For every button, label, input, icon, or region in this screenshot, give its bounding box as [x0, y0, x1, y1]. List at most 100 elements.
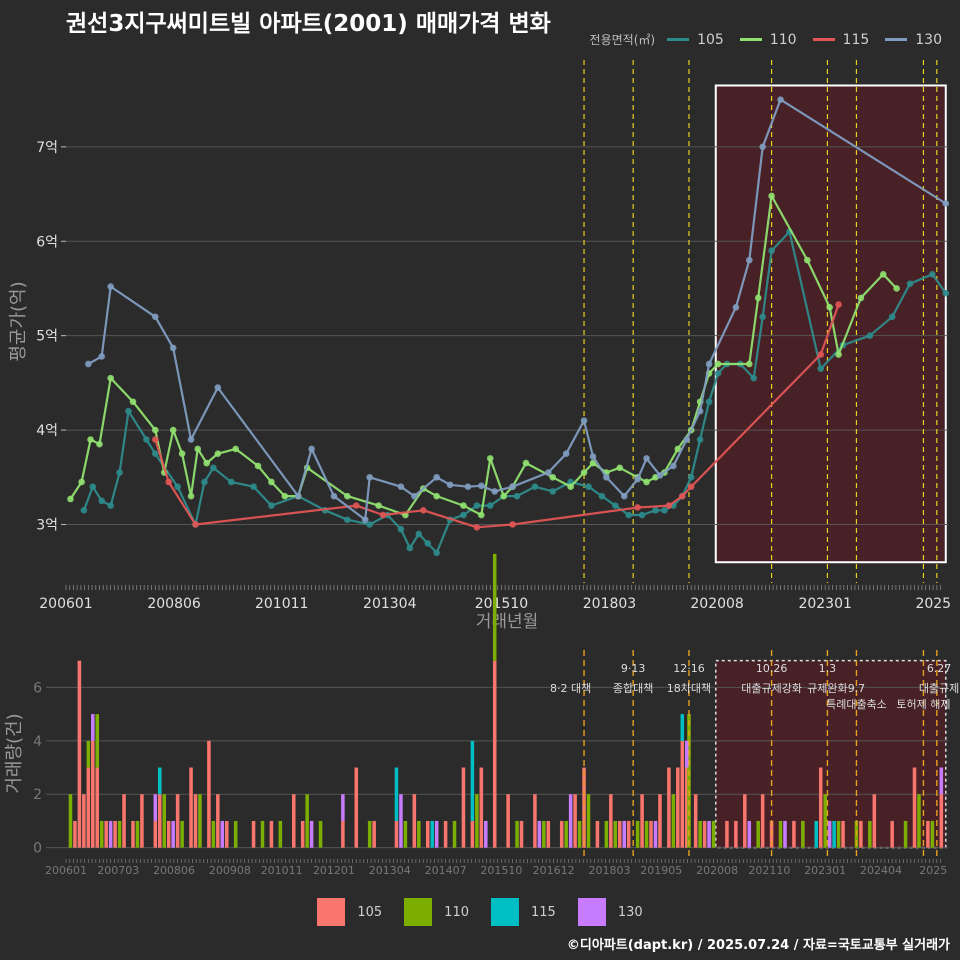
price-point-110 [87, 436, 94, 443]
price-point-110 [96, 440, 103, 448]
volume-y-tick-label: 0 [33, 841, 42, 857]
price-point-105 [625, 511, 632, 519]
price-point-130 [589, 453, 597, 460]
volume-y-tick-label: 6 [33, 680, 42, 696]
volume-bar-105 [693, 794, 698, 848]
volume-bar-130 [783, 820, 787, 848]
price-point-110 [754, 294, 762, 302]
volume-bar-105 [872, 794, 877, 848]
volume-bar-130 [537, 820, 542, 848]
policy-annotation: 8·2 대책 [550, 682, 591, 695]
volume-bar-110 [117, 820, 122, 848]
volume-bar-110 [586, 794, 591, 848]
price-point-115 [352, 502, 360, 509]
policy-annotation: 특례대출축소 [826, 698, 887, 711]
price-point-130 [294, 492, 302, 500]
price-point-110 [643, 478, 650, 486]
price-point-105 [366, 521, 373, 528]
legend-item-105: 105 [667, 32, 724, 48]
bar-legend-item-115: 115 [491, 898, 556, 926]
highlight-box-volume [715, 659, 947, 849]
volume-bar-130 [153, 794, 158, 821]
volume-bar-110 [903, 820, 908, 848]
volume-bar-105 [492, 660, 497, 848]
legend-item-115: 115 [812, 31, 870, 48]
volume-bar-105 [189, 767, 193, 848]
price-point-130 [670, 462, 677, 470]
volume-y-tick-label: 2 [33, 787, 42, 803]
price-point-130 [620, 492, 628, 500]
price-point-105 [817, 365, 825, 373]
price-point-130 [656, 472, 664, 479]
price-point-105 [549, 488, 557, 495]
price-point-130 [411, 492, 418, 500]
volume-bar-105 [912, 767, 917, 848]
bar-legend-swatch-130 [577, 898, 606, 926]
legend-item-130: 130 [885, 32, 942, 48]
volume-bar-105 [559, 820, 564, 848]
volume-bar-110 [671, 794, 676, 848]
volume-bar-105 [640, 794, 644, 848]
volume-bar-110 [613, 820, 618, 848]
volume-x-tick-label: 201803 [588, 864, 630, 877]
price-point-105 [652, 507, 659, 514]
volume-bar-105 [207, 740, 211, 848]
volume-bar-110 [135, 820, 140, 848]
price-point-115 [473, 524, 481, 531]
volume-bar-105 [153, 820, 158, 848]
volume-bar-105 [734, 820, 738, 848]
volume-bar-105 [216, 794, 220, 848]
volume-x-tick-label: 201011 [261, 864, 303, 877]
price-point-130 [107, 283, 114, 290]
policy-annotation: 토허제 해제 [896, 697, 950, 711]
volume-bar-110 [564, 820, 568, 848]
price-point-105 [98, 497, 106, 505]
volume-bar-130 [568, 794, 573, 848]
volume-x-tick-label: 202301 [804, 864, 846, 877]
volume-bar-105 [617, 820, 622, 848]
volume-y-tick-label: 4 [33, 734, 42, 750]
volume-bar-105 [676, 767, 680, 848]
price-x-tick-label: 201011 [255, 596, 308, 612]
legend-swatch-130 [885, 38, 908, 41]
volume-bar-110 [278, 820, 283, 848]
volume-bar-130 [171, 820, 175, 848]
volume-bar-110 [305, 794, 309, 848]
volume-bar-110 [367, 820, 372, 848]
price-point-130 [361, 516, 369, 524]
price-point-105 [661, 507, 668, 514]
price-point-105 [344, 516, 351, 524]
volume-bar-115 [680, 714, 685, 741]
price-point-110 [580, 469, 588, 476]
legend-label-115: 115 [842, 31, 870, 48]
price-point-130 [683, 436, 691, 443]
volume-x-tick-label: 201201 [313, 864, 355, 877]
volume-bar-105 [122, 794, 126, 848]
volume-bar-110 [823, 794, 827, 848]
price-point-130 [214, 384, 222, 391]
volume-bar-110 [475, 794, 479, 848]
price-point-110 [129, 398, 137, 406]
price-point-105 [598, 492, 606, 500]
bar-legend-label-130: 130 [617, 904, 643, 920]
volume-bar-105 [269, 820, 274, 848]
price-point-130 [464, 483, 472, 491]
price-point-130 [580, 417, 588, 424]
price-point-105 [80, 507, 88, 514]
price-y-tick-label: 5억 [36, 329, 58, 345]
volume-bar-105 [73, 820, 77, 848]
price-point-110 [344, 492, 351, 500]
volume-bar-110 [162, 794, 167, 848]
volume-bar-110 [801, 820, 805, 848]
price-point-130 [603, 473, 610, 481]
price-y-tick-label: 4억 [36, 423, 58, 439]
price-point-110 [826, 304, 833, 311]
volume-bar-110 [492, 553, 497, 661]
volume-bar-130 [434, 820, 439, 848]
volume-bar-105 [859, 820, 863, 848]
volume-x-tick-label: 200806 [153, 864, 195, 877]
price-point-115 [509, 521, 516, 528]
price-point-130 [942, 200, 950, 207]
price-point-110 [522, 459, 530, 467]
